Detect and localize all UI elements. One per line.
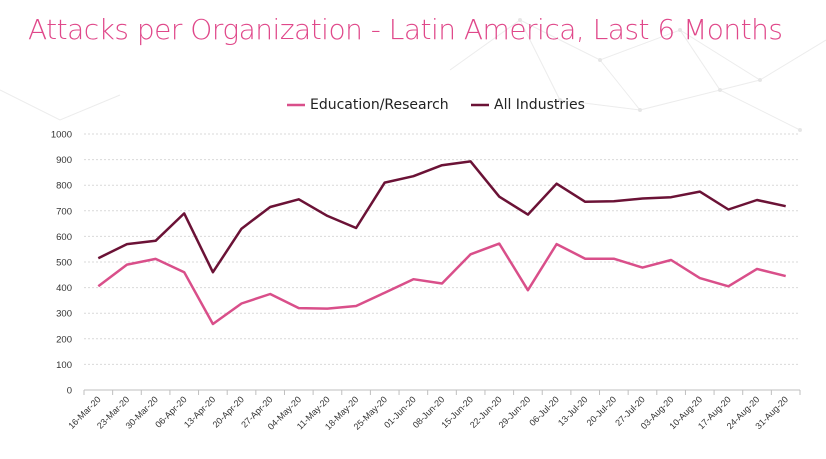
- gridlines: [84, 133, 800, 365]
- legend-label: Education/Research: [310, 97, 449, 113]
- axes: [83, 389, 801, 395]
- series-layer: [97, 160, 787, 326]
- series-line-1: [97, 160, 786, 274]
- x-tick-label: 20-Jul-20: [585, 394, 619, 428]
- y-tick-label: 700: [56, 206, 72, 217]
- series-line-0: [97, 242, 787, 326]
- x-tick-label: 13-Jul-20: [556, 394, 590, 428]
- y-tick-label: 200: [56, 334, 72, 345]
- y-axis-ticks: 0 100 200 300 400 500 600 700 800 900 1000: [51, 130, 72, 397]
- y-tick-label: 300: [56, 309, 72, 320]
- y-tick-label: 800: [56, 181, 72, 192]
- y-tick-label: 0: [67, 386, 72, 397]
- y-tick-label: 900: [56, 155, 72, 166]
- y-tick-label: 1000: [51, 130, 72, 141]
- chart-legend: Education/Research All Industries: [287, 97, 585, 113]
- x-axis-ticks: 16-Mar-2023-Mar-2030-Mar-2006-Apr-2013-A…: [66, 394, 790, 431]
- x-tick-label: 06-Jul-20: [527, 394, 561, 428]
- y-tick-label: 400: [56, 283, 72, 294]
- chart-title: Attacks per Organization - Latin America…: [28, 13, 783, 46]
- y-tick-label: 500: [56, 258, 72, 269]
- legend-label: All Industries: [494, 97, 585, 113]
- y-tick-label: 600: [56, 232, 72, 243]
- y-tick-label: 100: [56, 360, 72, 371]
